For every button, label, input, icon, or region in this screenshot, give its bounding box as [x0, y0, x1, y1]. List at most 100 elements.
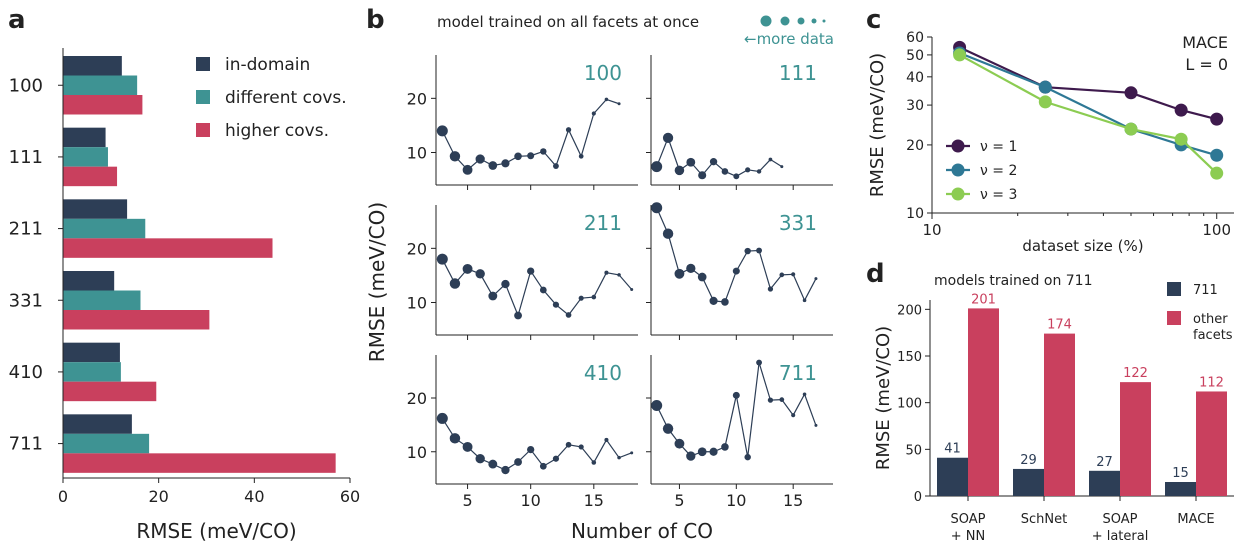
facet-410-point-9 [552, 455, 560, 462]
y-tick-label-40: 40 [906, 70, 924, 86]
y-tick-label-331: 331 [9, 290, 43, 311]
y-tick-label-711: 711 [9, 434, 43, 455]
facet-410-point-8 [539, 462, 547, 470]
bar-value-label-0-1: 201 [971, 292, 996, 307]
facet-410: 10 20 5 10 15 410 [407, 355, 638, 510]
y-tick-label-150: 150 [897, 350, 922, 365]
facet-100-point-10 [565, 127, 572, 133]
facet-410-point-2 [462, 441, 473, 452]
facet-410-point-11 [578, 444, 584, 450]
x-tick-label-40: 40 [244, 487, 264, 506]
facet-410-y-tick-label-20: 20 [407, 389, 427, 408]
facet-711-point-9 [756, 359, 762, 366]
bar-value-label-1-1: 174 [1047, 318, 1072, 333]
facet-410-point-4 [488, 459, 498, 469]
facet-331-point-10 [767, 286, 774, 292]
facet-111-point-9 [756, 169, 762, 174]
panel-a-bar-chart: 100 111 211 331 410 711 0 20 40 60 RMSE (meV/CO) in… [9, 48, 360, 543]
series-3-point-1 [1038, 95, 1052, 109]
bar-2-1 [1120, 382, 1151, 496]
series-3-point-4 [1210, 166, 1224, 180]
facet-211-y-tick-label-10: 10 [407, 294, 427, 313]
facet-331-point-13 [802, 298, 807, 303]
legend-swatch-1 [1167, 311, 1181, 325]
facet-410-point-14 [617, 455, 621, 460]
facet-410-point-13 [604, 437, 609, 442]
size-legend-dot-3 [811, 18, 817, 24]
facet-100-point-12 [591, 111, 596, 116]
y-tick-label-100: 100 [9, 75, 43, 96]
facet-100-point-9 [553, 163, 559, 169]
panel-label-d: d [866, 259, 885, 289]
legend-label-0: 711 [1193, 283, 1218, 298]
facet-331: 331 [646, 202, 833, 340]
bar-0-0 [937, 457, 968, 496]
bar-331-higher-covs [63, 310, 210, 330]
x-tick-label-2: SOAP + lateral [1092, 512, 1149, 544]
y-tick-label-30: 30 [906, 98, 924, 114]
panel-label-a: a [8, 5, 26, 35]
facet-711-point-2 [674, 438, 685, 449]
facet-331-point-1 [662, 228, 674, 239]
panel-b-annotation: ←more data [744, 30, 834, 48]
facet-410-point-15 [630, 451, 634, 455]
facet-100-point-2 [462, 164, 473, 175]
bar-111-in-domain [63, 127, 106, 148]
facet-211-point-8 [539, 286, 547, 294]
legend-marker-1 [951, 139, 965, 153]
facet-100-point-4 [488, 161, 498, 170]
panel-label-b: b [366, 5, 385, 35]
bar-1-1 [1044, 333, 1075, 496]
size-legend-dot-0 [760, 15, 772, 27]
facet-211-point-3 [475, 269, 485, 279]
y-tick-label-50: 50 [906, 48, 924, 64]
facet-111-point-10 [768, 157, 773, 162]
facet-100-point-0 [436, 125, 448, 137]
facet-410-x-tick-label-5: 5 [462, 491, 472, 510]
facet-410-y-tick-label-10: 10 [407, 443, 427, 462]
panel-d-bar-chart: 0 50 100 150 200 41 201 SOAP + NN 29 174 SchNet 27 12… [873, 273, 1234, 544]
facet-211-label: 211 [584, 211, 622, 235]
facet-711-label: 711 [779, 361, 817, 385]
facet-111-point-0 [651, 161, 663, 173]
facet-211-point-0 [436, 253, 448, 265]
facet-711-x-tick-label-10: 10 [726, 491, 746, 510]
facet-211: 10 20 211 [407, 205, 638, 340]
x-tick-label-20: 20 [148, 487, 168, 506]
bar-100-different-covs [63, 75, 138, 95]
facet-410-point-5 [501, 465, 510, 475]
facet-211-point-7 [527, 267, 535, 275]
facet-211-point-2 [462, 263, 473, 274]
size-legend-dot-2 [797, 17, 805, 25]
bar-211-different-covs [63, 218, 146, 239]
bar-331-in-domain [63, 271, 115, 291]
facet-211-point-12 [591, 294, 597, 300]
facet-111-point-5 [709, 158, 718, 166]
facet-211-line [441, 258, 633, 318]
panel-label-c: c [866, 5, 881, 35]
facet-100: 10 20 100 [407, 55, 638, 190]
facet-410-point-12 [591, 460, 597, 465]
facet-410-point-1 [449, 433, 461, 444]
bar-value-label-3-1: 112 [1199, 375, 1224, 390]
facet-331-point-4 [697, 272, 707, 282]
facet-111-point-1 [662, 132, 674, 144]
facet-331-point-8 [744, 247, 751, 255]
facet-711-point-10 [767, 397, 774, 403]
series-1-point-3 [1174, 103, 1188, 117]
facet-111-point-8 [745, 167, 751, 173]
series-3-point-3 [1174, 132, 1188, 146]
y-tick-label-111: 111 [9, 147, 43, 168]
series-3-point-0 [953, 48, 967, 62]
bar-211-in-domain [63, 199, 128, 219]
legend-swatch-0 [196, 57, 210, 71]
facet-711-point-0 [651, 400, 663, 412]
facet-711-point-12 [791, 413, 796, 418]
series-2-point-1 [1038, 80, 1052, 94]
facet-100-y-tick-label-10: 10 [407, 144, 427, 163]
y-tick-label-60: 60 [906, 30, 924, 46]
facet-331-point-14 [814, 277, 818, 281]
facet-211-point-9 [552, 301, 560, 308]
facet-331-point-6 [721, 298, 729, 306]
